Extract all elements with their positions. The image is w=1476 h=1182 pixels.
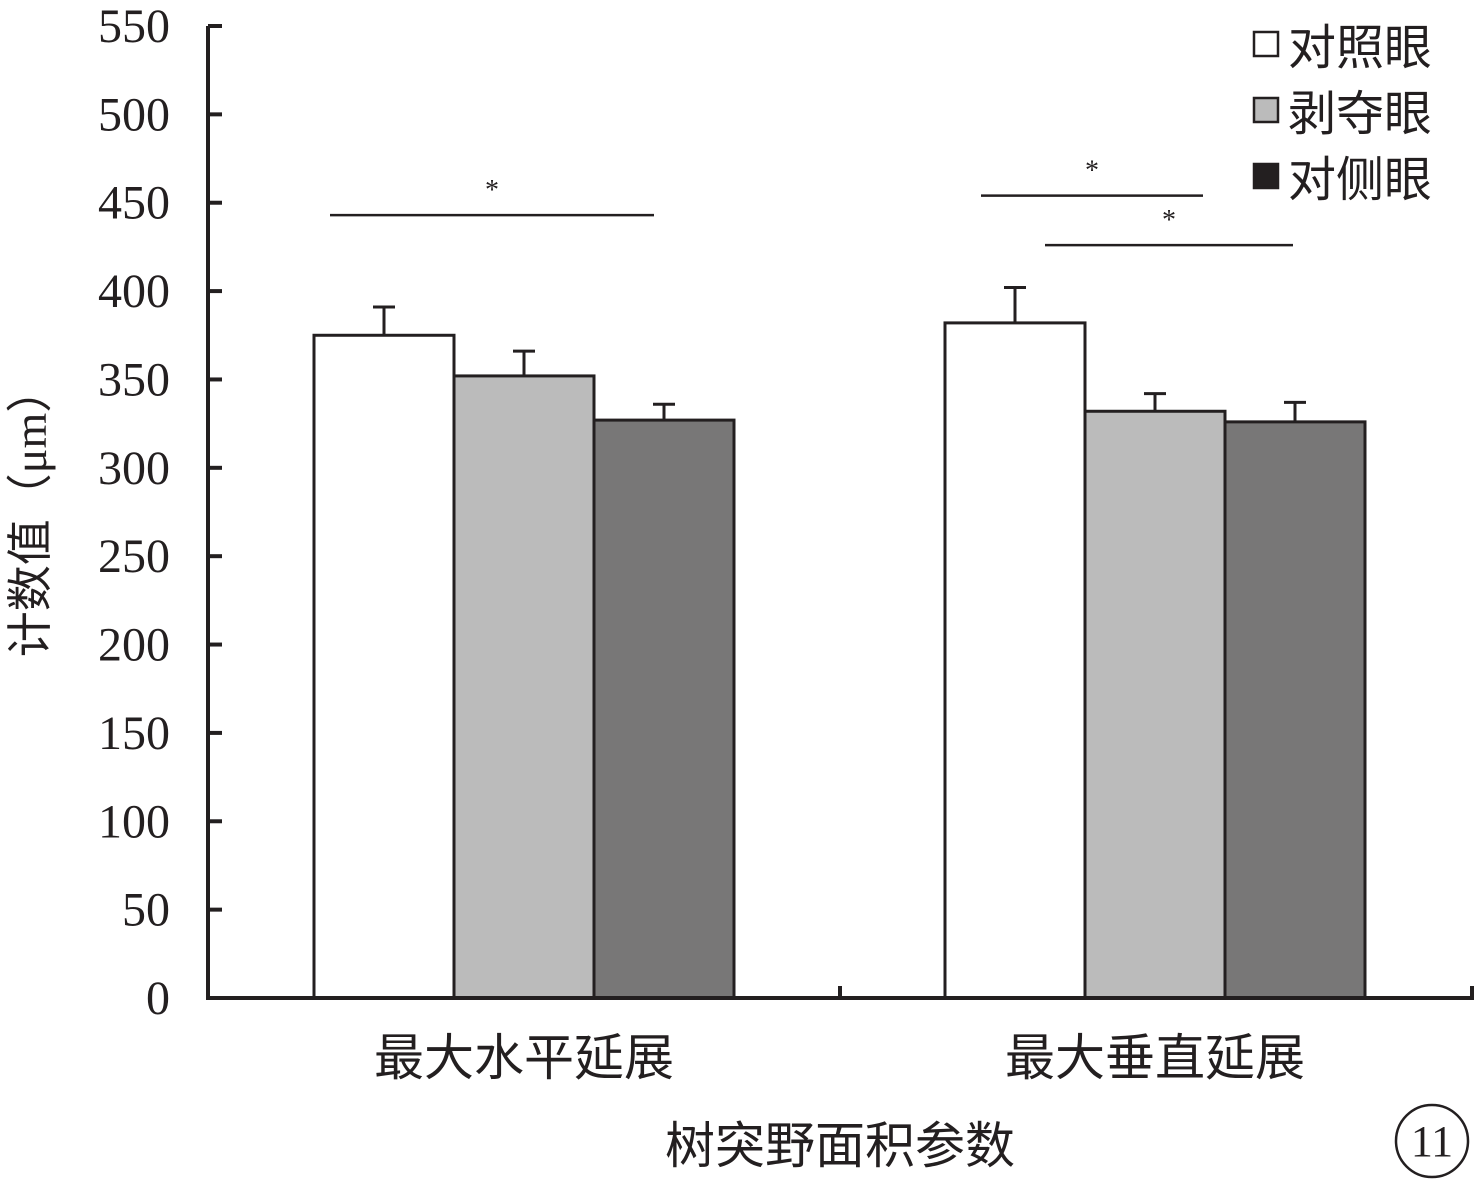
legend-label: 剥夺眼 — [1288, 88, 1432, 141]
legend-swatch — [1252, 96, 1280, 124]
y-axis-label: 计数值（μm） — [5, 367, 56, 657]
legend-swatch — [1252, 162, 1280, 190]
panel-label: 11 — [1394, 1103, 1470, 1179]
legend-label: 对侧眼 — [1288, 154, 1432, 207]
significance-markers: * * * — [330, 156, 1293, 247]
y-tick-label: 200 — [98, 619, 170, 672]
bar — [312, 333, 456, 1000]
bar — [943, 321, 1087, 1000]
significance-star: * — [1162, 205, 1176, 236]
panel-label-circle — [1394, 1103, 1470, 1179]
bar — [1083, 409, 1227, 1000]
x-category-label: 最大垂直延展 — [1005, 1030, 1305, 1086]
bar — [1223, 420, 1367, 1000]
bar — [592, 418, 736, 1000]
error-bars — [373, 286, 1306, 422]
significance-star: * — [1085, 156, 1099, 187]
x-category-label: 最大水平延展 — [374, 1030, 674, 1086]
y-tick-label: 550 — [98, 0, 170, 53]
y-tick-label: 50 — [122, 884, 170, 937]
legend-swatch — [1252, 30, 1280, 58]
axes: 0 50 100 150 200 250 300 350 400 450 500 550 最大水平延展 最… — [98, 0, 1474, 1086]
y-tick-label: 300 — [98, 442, 170, 495]
y-tick-label: 450 — [98, 177, 170, 230]
y-tick-label: 150 — [98, 707, 170, 760]
y-tick-label: 250 — [98, 530, 170, 583]
panel-label-text: 11 — [1411, 1117, 1453, 1166]
x-axis-label: 树突野面积参数 — [665, 1118, 1015, 1174]
y-tick-label: 100 — [98, 795, 170, 848]
y-tick-label: 350 — [98, 353, 170, 406]
bars — [312, 321, 1367, 1000]
y-tick-label: 400 — [98, 265, 170, 318]
y-tick-label: 500 — [98, 88, 170, 141]
bar — [452, 374, 596, 1000]
significance-star: * — [485, 175, 499, 206]
legend-label: 对照眼 — [1288, 22, 1432, 75]
y-tick-label: 0 — [146, 972, 170, 1025]
